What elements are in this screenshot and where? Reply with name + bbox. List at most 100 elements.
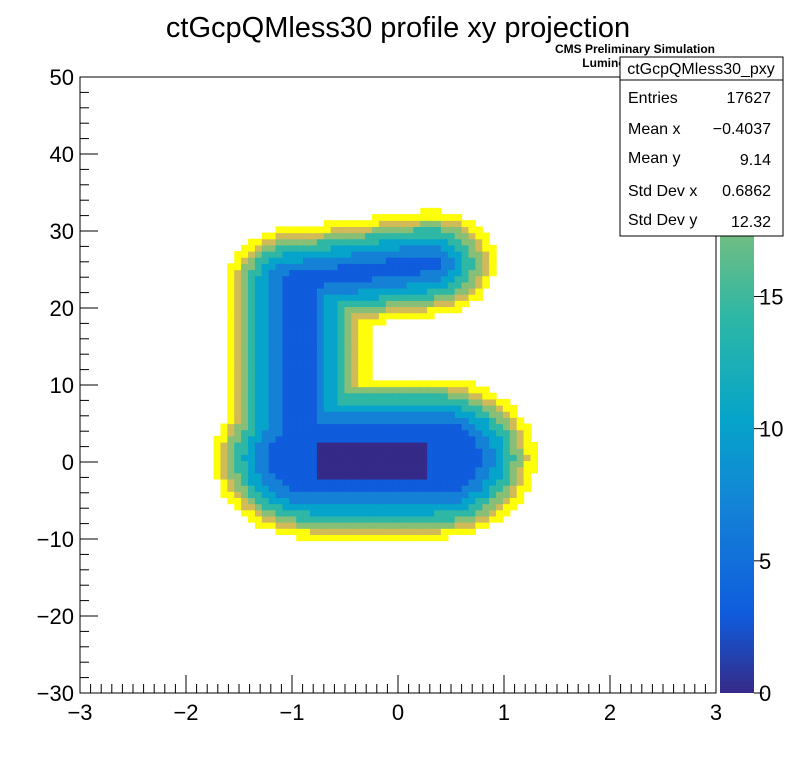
heatmap-cell	[310, 441, 318, 449]
heatmap-cell	[365, 386, 373, 394]
heatmap-cell	[282, 528, 290, 535]
heatmap-cell	[310, 281, 318, 289]
heatmap-cell	[496, 497, 504, 505]
heatmap-cell	[316, 423, 325, 431]
heatmap-cell	[406, 392, 414, 400]
heatmap-cell	[420, 306, 428, 314]
heatmap-cell	[372, 244, 380, 252]
heatmap-cell	[316, 263, 325, 271]
heatmap-cell	[420, 435, 428, 443]
heatmap-cell	[275, 232, 284, 240]
heatmap-cell	[475, 454, 483, 462]
heatmap-cell	[337, 491, 346, 499]
heatmap-cell	[523, 454, 532, 462]
heatmap-cell	[385, 232, 394, 240]
y-tick-label: −10	[37, 527, 74, 552]
heatmap-cell	[296, 238, 304, 246]
heatmap-cell	[268, 257, 277, 264]
heatmap-cell	[303, 509, 311, 517]
heatmap-cell	[378, 398, 387, 406]
heatmap-cell	[296, 503, 304, 511]
heatmap-cell	[227, 460, 235, 468]
heatmap-cell	[248, 454, 256, 462]
heatmap-cell	[427, 306, 435, 314]
heatmap-cell	[454, 380, 463, 388]
heatmap-cell	[282, 509, 290, 517]
heatmap-cell	[227, 478, 235, 486]
heatmap-cell	[454, 417, 463, 425]
heatmap-cell	[275, 374, 284, 381]
heatmap-cell	[254, 448, 263, 455]
heatmap-cell	[372, 485, 380, 492]
heatmap-cell	[254, 324, 263, 332]
heatmap-cell	[447, 509, 456, 517]
heatmap-cell	[372, 448, 380, 455]
heatmap-cell	[447, 460, 456, 468]
heatmap-cell	[275, 423, 284, 431]
heatmap-cell	[406, 497, 414, 505]
y-tick-label: −30	[37, 681, 74, 706]
heatmap-cell	[378, 300, 387, 308]
heatmap-cell	[365, 485, 373, 492]
heatmap-cell	[447, 220, 456, 227]
heatmap-cell	[289, 485, 297, 492]
heatmap-cell	[268, 472, 277, 480]
heatmap-cell	[254, 300, 263, 308]
heatmap-cell	[351, 244, 359, 252]
heatmap-cell	[351, 361, 359, 369]
heatmap-cell	[268, 380, 277, 388]
heatmap-cell	[227, 294, 235, 301]
heatmap-cell	[213, 435, 222, 443]
heatmap-cell	[275, 509, 284, 517]
x-tick-label: 3	[710, 700, 722, 725]
heatmap-cell	[482, 269, 490, 277]
heatmap-cell	[213, 441, 222, 449]
heatmap-cell	[275, 472, 284, 480]
chart-title: ctGcpQMless30 profile xy projection	[166, 12, 630, 44]
heatmap-cell	[344, 411, 352, 418]
heatmap-cell	[351, 392, 359, 400]
heatmap-cell	[378, 466, 387, 474]
heatmap-cell	[406, 244, 414, 252]
heatmap-cell	[268, 398, 277, 406]
heatmap-cell	[351, 448, 359, 455]
heatmap-cell	[337, 318, 346, 326]
heatmap-cell	[420, 515, 428, 523]
heatmap-cell	[358, 318, 366, 326]
heatmap-cell	[275, 466, 284, 474]
heatmap-cell	[337, 343, 346, 351]
heatmap-cell	[330, 386, 339, 394]
heatmap-cell	[234, 380, 242, 388]
heatmap-cell	[468, 251, 476, 258]
heatmap-cell	[413, 460, 421, 468]
heatmap-cell	[234, 324, 242, 332]
heatmap-cell	[378, 411, 387, 418]
heatmap-cell	[261, 405, 270, 412]
heatmap-cell	[248, 503, 256, 511]
heatmap-cell	[310, 497, 318, 505]
heatmap-cell	[482, 509, 490, 517]
heatmap-cell	[296, 534, 304, 542]
heatmap-cell	[461, 263, 470, 271]
heatmap-cell	[303, 528, 311, 535]
heatmap-cell	[413, 405, 421, 412]
heatmap-cell	[358, 324, 366, 332]
heatmap-cell	[461, 441, 470, 449]
heatmap-cell	[420, 232, 428, 240]
heatmap-cell	[268, 294, 277, 301]
heatmap-cell	[372, 478, 380, 486]
heatmap-cell	[241, 503, 249, 511]
heatmap-cell	[316, 380, 325, 388]
heatmap-cell	[496, 478, 504, 486]
heatmap-cell	[330, 343, 339, 351]
heatmap-cell	[275, 522, 284, 529]
heatmap-cell	[372, 460, 380, 468]
heatmap-cell	[330, 294, 339, 301]
heatmap-cell	[227, 491, 235, 499]
heatmap-cell	[489, 429, 497, 437]
heatmap-cell	[275, 226, 284, 234]
heatmap-cell	[461, 405, 470, 412]
heatmap-cell	[489, 509, 497, 517]
heatmap-cell	[337, 515, 346, 523]
heatmap-cell	[447, 281, 456, 289]
